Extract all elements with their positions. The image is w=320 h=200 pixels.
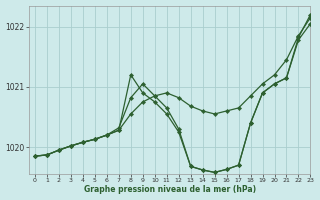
X-axis label: Graphe pression niveau de la mer (hPa): Graphe pression niveau de la mer (hPa) <box>84 185 256 194</box>
